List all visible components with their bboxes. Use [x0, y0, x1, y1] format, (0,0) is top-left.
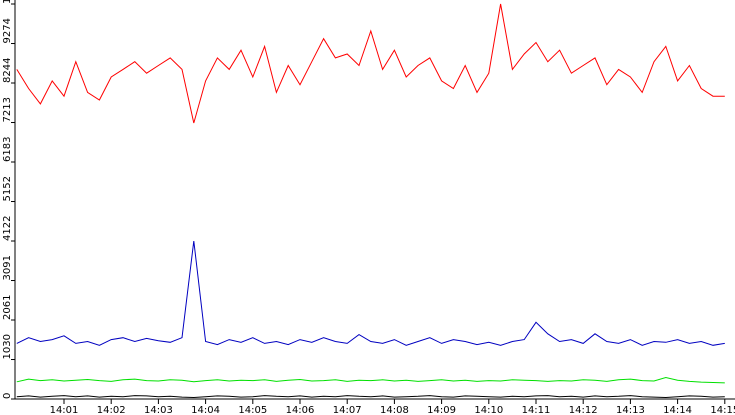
x-tick-label: 14:06	[286, 405, 315, 415]
x-tick-label: 14:08	[380, 405, 409, 415]
series-line	[16, 3, 725, 124]
x-tick-label: 14:04	[191, 405, 220, 415]
y-tick-label: 3091	[2, 255, 13, 280]
series-line	[16, 395, 725, 399]
y-tick-label: 6183	[2, 137, 13, 162]
x-tick-label: 14:11	[522, 405, 551, 415]
x-tick-label: 14:07	[333, 405, 362, 415]
y-tick-label: 0	[2, 393, 13, 399]
x-tick-label: 14:03	[144, 405, 173, 415]
y-tick-label: 2061	[2, 295, 13, 320]
series-line	[16, 376, 725, 384]
x-tick-label: 14:10	[474, 405, 503, 415]
x-tick-label: 14:02	[97, 405, 126, 415]
y-tick-label: 8244	[2, 58, 13, 83]
y-tick-label: 7213	[2, 97, 13, 122]
plot-area	[16, 3, 725, 399]
x-tick-label: 14:14	[663, 405, 692, 415]
series-line	[16, 240, 725, 346]
x-tick-label: 14:13	[616, 405, 645, 415]
x-tick-label: 14:05	[238, 405, 267, 415]
y-tick-label: 10305	[2, 0, 13, 4]
y-tick-label: 1030	[2, 334, 13, 359]
x-tick-label: 14:01	[50, 405, 79, 415]
y-tick-label: 5152	[2, 176, 13, 201]
x-tick-label: 14:12	[569, 405, 598, 415]
x-tick-label: 14:09	[427, 405, 456, 415]
y-tick-label: 9274	[2, 18, 13, 43]
y-tick-label: 4122	[2, 216, 13, 241]
x-tick-label: 14:15	[710, 405, 735, 415]
